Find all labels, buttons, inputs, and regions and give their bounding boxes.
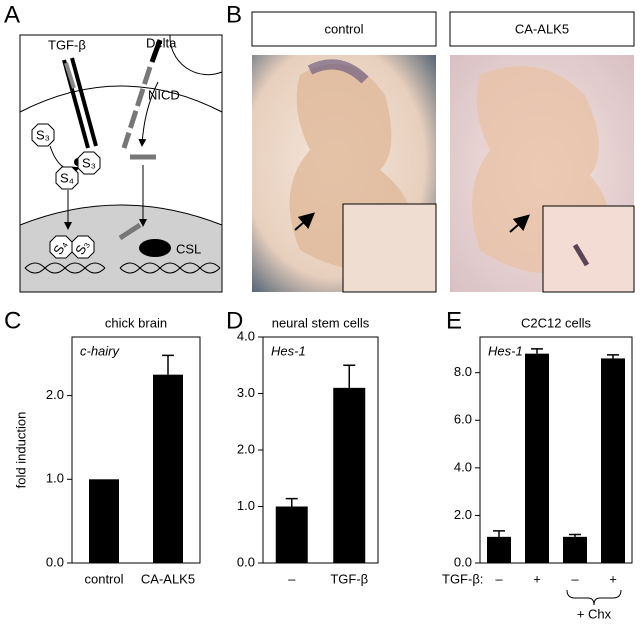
photo-header: control [324,21,363,36]
panel-label: C [4,307,21,334]
y-tick-label: 2.0 [46,387,64,402]
y-tick-label: 1.0 [46,471,64,486]
csl-label: CSL [176,241,201,256]
x-tick-label: control [84,571,123,586]
group-label: + Chx [577,606,612,621]
y-tick-label: 0.0 [454,554,472,569]
bar [153,374,183,563]
error-bar [285,497,298,507]
chart-title: chick brain [105,315,167,330]
y-tick-label: 3.0 [237,385,255,400]
smad-label: S₄ [50,238,70,258]
delta-label: Delta [146,35,177,50]
bar [487,536,511,563]
panel-label: E [446,307,462,334]
error-bar [343,364,356,388]
annotation: c-hairy [80,343,121,358]
photos: control CA-ALK5 [251,11,635,293]
y-tick-label: 2.0 [454,507,472,522]
plot-frame [479,336,633,564]
y-tick-label: 4.0 [237,328,255,343]
smad-label: S₃ [82,155,96,170]
error-bar [162,354,174,375]
y-tick-label: 4.0 [454,459,472,474]
x-tick-label: – [571,571,579,586]
error-bar [531,348,543,354]
nicd-label: NICD [148,87,180,102]
y-tick-label: 0.0 [237,554,255,569]
y-tick-label: 0.0 [46,554,64,569]
error-bar [569,533,581,537]
y-tick-label: 2.0 [237,441,255,456]
chart-title: C2C12 cells [521,315,592,330]
smad-label: S₃ [36,127,50,142]
bar [275,506,308,563]
group-bracket [566,589,622,606]
x-tick-label: + [609,571,617,586]
panel-label: A [4,1,20,28]
y-tick-label: 6.0 [454,412,472,427]
y-tick-label: 8.0 [454,364,472,379]
smad-label: S₃ [72,238,92,258]
smad-label: S₄ [60,170,74,185]
panel-label: B [226,1,242,28]
chart-title: neural stem cells [272,315,370,330]
x-tick-label: + [533,571,541,586]
photo-header: CA-ALK5 [515,21,569,36]
plot-frame [71,336,201,564]
x-tick-label: CA-ALK5 [141,571,195,586]
annotation: Hes-1 [488,343,523,358]
bar [563,536,587,563]
ligand-label: TGF-β [48,37,86,52]
bar [525,353,549,563]
error-bar [493,530,505,537]
error-bar [607,354,619,359]
x-axis-label: TGF-β: [442,571,483,586]
x-tick-label: TGF-β [330,571,368,586]
bar [601,358,625,563]
annotation: Hes-1 [271,343,306,358]
y-tick-label: 1.0 [237,498,255,513]
y-axis-label: fold induction [13,412,28,489]
x-tick-label: – [288,571,296,586]
panel-label: D [226,307,243,334]
bar [89,479,119,563]
bar [333,387,366,563]
x-tick-label: – [495,571,503,586]
diagram: S₃ S₃ S₄ S₄ S₃ TGF-β Delta NICD CSL [19,34,223,293]
